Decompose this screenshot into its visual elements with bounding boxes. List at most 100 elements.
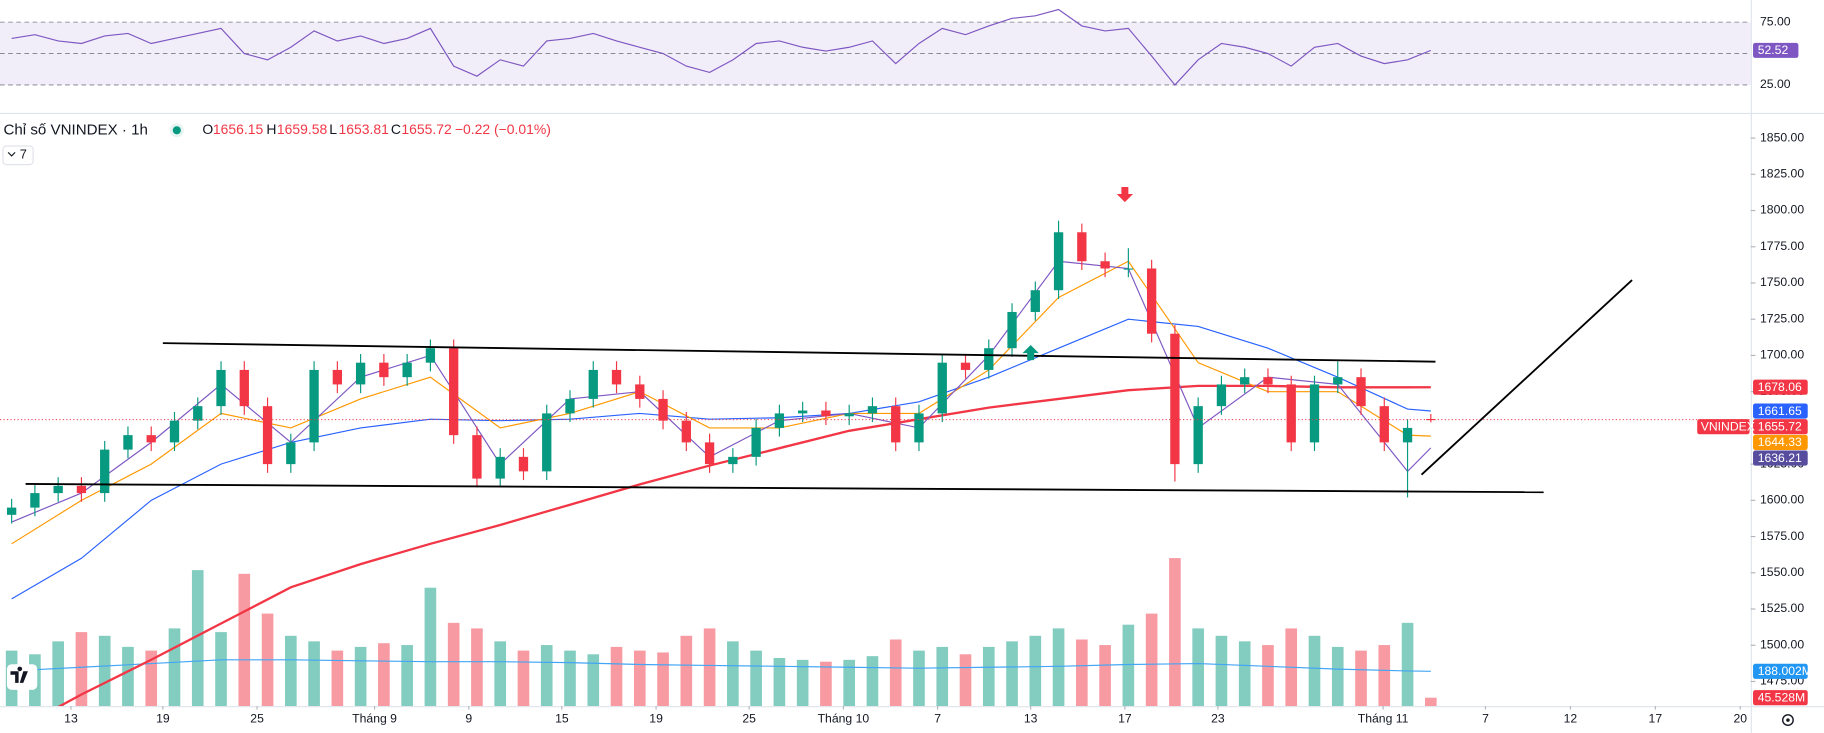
candle-body — [402, 362, 412, 378]
volume-bar — [820, 661, 832, 707]
candle-body — [100, 449, 110, 494]
volume-bar — [354, 646, 367, 707]
volume-bar — [98, 635, 111, 707]
y-tick-label: 1800.00 — [1760, 203, 1804, 217]
x-tick-label: Tháng 9 — [352, 712, 397, 726]
y-tick-label: 1725.00 — [1760, 311, 1804, 325]
x-tick-label: 23 — [1211, 712, 1225, 726]
y-tick-label: 1700.00 — [1760, 348, 1804, 362]
candle-body — [565, 398, 575, 414]
price-tag — [1753, 663, 1808, 679]
price-tag — [1753, 379, 1808, 395]
candle-body — [193, 406, 203, 421]
legend-value: 1655.72 — [401, 121, 452, 137]
candle-body — [704, 442, 715, 465]
candle-body — [1077, 232, 1087, 262]
symbol-title: Chỉ số VNINDEX · 1h — [3, 121, 147, 138]
volume-bar — [215, 632, 227, 707]
volume-bar — [796, 659, 809, 707]
volume-bar — [1006, 641, 1018, 707]
volume-bar — [540, 645, 553, 707]
y-tick-label: 1575.00 — [1760, 529, 1804, 543]
indicator-toggle[interactable]: 7 — [2, 145, 34, 166]
moving-average-line — [57, 384, 1431, 707]
candle-body — [891, 406, 901, 443]
x-tick-label: Tháng 10 — [818, 712, 870, 726]
price-tag — [1753, 403, 1808, 419]
y-tick-label: 1550.00 — [1760, 565, 1804, 579]
x-tick-label: 25 — [250, 712, 264, 726]
volume-bar — [657, 652, 669, 707]
candle-body — [658, 398, 668, 421]
candle-body — [681, 420, 691, 443]
symbol-tag — [1697, 419, 1750, 435]
price-tag — [1753, 690, 1808, 706]
trendline — [1420, 279, 1633, 476]
price-tag — [1753, 434, 1808, 450]
moving-average-line — [11, 318, 1431, 600]
candle-body — [914, 413, 924, 443]
x-tick-label: 9 — [465, 712, 472, 726]
volume-bar — [517, 650, 530, 707]
volume-bar — [308, 641, 320, 707]
volume-bar — [727, 641, 739, 707]
volume-bar — [401, 645, 413, 707]
volume-bar — [191, 570, 204, 707]
volume-bar — [471, 628, 483, 707]
candle-body — [844, 413, 854, 417]
toggle-count[interactable]: 7 — [20, 147, 27, 162]
x-tick-label: 20 — [1733, 712, 1747, 726]
x-tick-label: 19 — [156, 712, 170, 726]
toggle-box[interactable] — [2, 145, 34, 166]
rsi-tick-label: 75.00 — [1760, 14, 1791, 28]
volume-bar — [680, 635, 693, 707]
volume-bar — [1169, 558, 1181, 707]
x-tick-label: 13 — [1024, 712, 1038, 726]
volume-bar — [1378, 645, 1391, 707]
candle-body — [635, 384, 645, 399]
volume-bar — [1308, 635, 1321, 707]
volume-bar — [1401, 622, 1414, 707]
tv-logo[interactable] — [6, 664, 38, 690]
candle-body — [495, 456, 505, 479]
candle-body — [1263, 377, 1273, 385]
volume-bar — [1262, 645, 1274, 707]
volume-bar — [75, 632, 88, 707]
candle-body — [1379, 406, 1389, 443]
candle-body — [1030, 290, 1040, 312]
candle-body — [798, 410, 808, 414]
volume-bar — [843, 659, 855, 707]
volume-bar — [633, 650, 646, 707]
candle-body — [6, 507, 17, 515]
rsi-line — [11, 8, 1432, 86]
volume-bar — [866, 656, 879, 707]
moving-average-line — [11, 260, 1432, 523]
candle-body — [30, 493, 40, 508]
rsi-tick-label: 25.00 — [1760, 77, 1791, 91]
candle-body — [216, 369, 226, 407]
legend-key: H — [266, 121, 276, 137]
legend-value: 1659.58 — [277, 121, 328, 137]
candle-body — [355, 362, 366, 385]
volume-bar — [889, 639, 902, 707]
rsi-value-tag — [1753, 42, 1799, 58]
candle-body — [867, 406, 878, 414]
volume-bar — [1331, 646, 1344, 707]
gear-icon[interactable] — [1782, 714, 1794, 727]
gear-center — [1786, 718, 1790, 722]
y-tick-label: 1825.00 — [1760, 167, 1804, 181]
volume-bar — [285, 635, 297, 707]
settings-button[interactable] — [1782, 714, 1794, 727]
legend-key: O — [202, 121, 213, 137]
trendline — [162, 342, 1436, 363]
candle-body — [53, 485, 63, 494]
price-tag-label: 1661.65 — [1758, 404, 1802, 418]
price-tag-label: 1655.72 — [1758, 420, 1802, 434]
candle-body — [821, 410, 831, 417]
symbol-tag-label: VNINDEX — [1701, 420, 1755, 434]
candle-body — [1333, 377, 1343, 385]
candle-body — [425, 348, 436, 363]
x-tick-label: 15 — [555, 712, 569, 726]
volume-bar — [1355, 650, 1367, 707]
